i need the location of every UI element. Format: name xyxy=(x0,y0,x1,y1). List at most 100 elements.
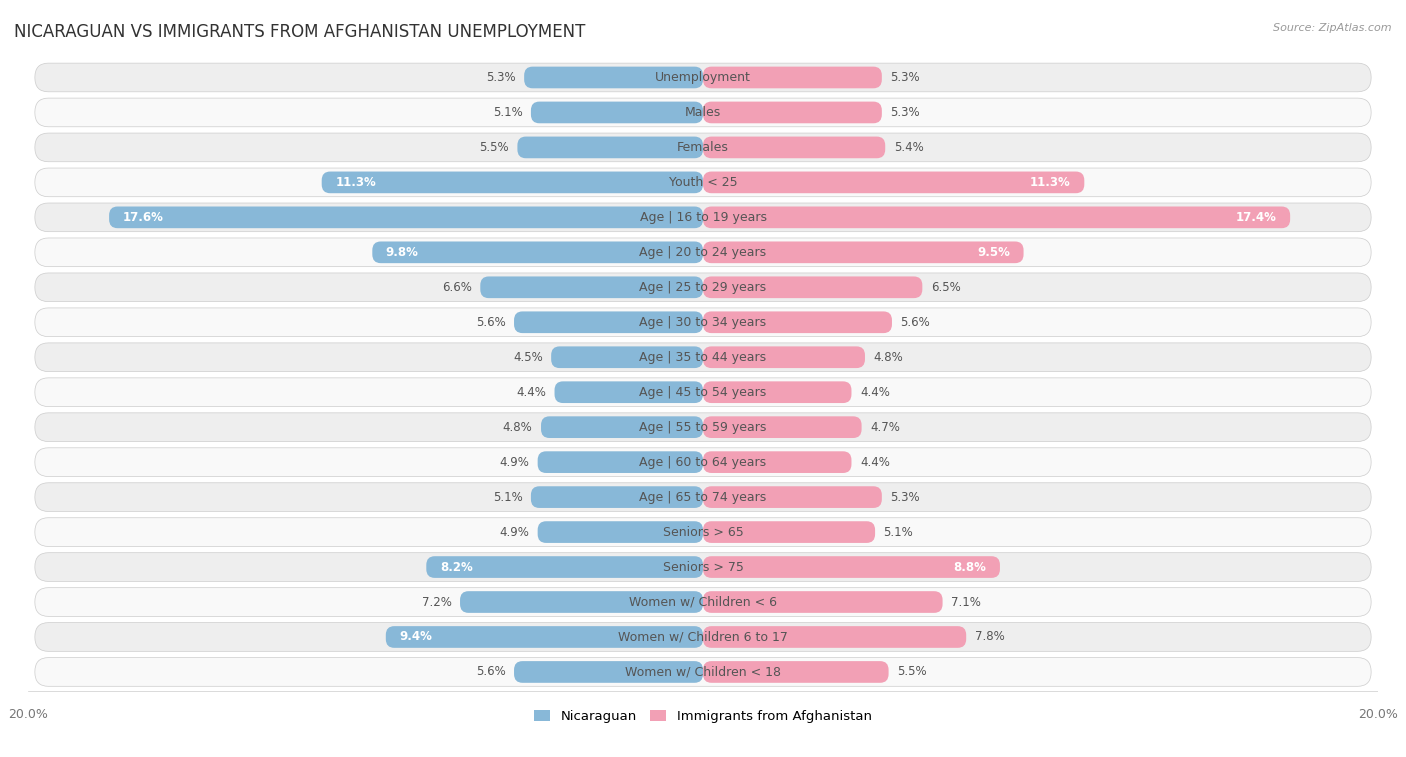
FancyBboxPatch shape xyxy=(703,661,889,683)
Text: 5.6%: 5.6% xyxy=(475,665,506,678)
Text: 4.4%: 4.4% xyxy=(860,456,890,469)
Text: 4.4%: 4.4% xyxy=(516,386,546,399)
FancyBboxPatch shape xyxy=(35,623,1371,651)
FancyBboxPatch shape xyxy=(703,101,882,123)
Text: 4.9%: 4.9% xyxy=(499,525,529,538)
FancyBboxPatch shape xyxy=(703,172,1084,193)
FancyBboxPatch shape xyxy=(373,241,703,263)
Text: 5.3%: 5.3% xyxy=(486,71,516,84)
FancyBboxPatch shape xyxy=(35,168,1371,197)
Text: Women w/ Children 6 to 17: Women w/ Children 6 to 17 xyxy=(619,631,787,643)
Text: 4.5%: 4.5% xyxy=(513,350,543,363)
FancyBboxPatch shape xyxy=(426,556,703,578)
FancyBboxPatch shape xyxy=(703,591,942,613)
Text: 5.1%: 5.1% xyxy=(492,106,523,119)
FancyBboxPatch shape xyxy=(35,448,1371,476)
FancyBboxPatch shape xyxy=(541,416,703,438)
Text: 5.3%: 5.3% xyxy=(890,491,920,503)
FancyBboxPatch shape xyxy=(703,556,1000,578)
FancyBboxPatch shape xyxy=(703,522,875,543)
Text: 5.5%: 5.5% xyxy=(897,665,927,678)
Text: 6.5%: 6.5% xyxy=(931,281,960,294)
Text: Seniors > 65: Seniors > 65 xyxy=(662,525,744,538)
FancyBboxPatch shape xyxy=(35,203,1371,232)
FancyBboxPatch shape xyxy=(35,378,1371,407)
Text: Age | 16 to 19 years: Age | 16 to 19 years xyxy=(640,211,766,224)
FancyBboxPatch shape xyxy=(537,451,703,473)
FancyBboxPatch shape xyxy=(322,172,703,193)
FancyBboxPatch shape xyxy=(35,133,1371,162)
Text: 7.2%: 7.2% xyxy=(422,596,451,609)
FancyBboxPatch shape xyxy=(35,238,1371,266)
FancyBboxPatch shape xyxy=(554,382,703,403)
FancyBboxPatch shape xyxy=(517,136,703,158)
Text: 8.2%: 8.2% xyxy=(440,560,472,574)
FancyBboxPatch shape xyxy=(35,483,1371,512)
FancyBboxPatch shape xyxy=(703,486,882,508)
FancyBboxPatch shape xyxy=(35,308,1371,337)
FancyBboxPatch shape xyxy=(35,98,1371,126)
FancyBboxPatch shape xyxy=(703,136,886,158)
FancyBboxPatch shape xyxy=(703,416,862,438)
Text: 4.8%: 4.8% xyxy=(503,421,533,434)
Text: 17.4%: 17.4% xyxy=(1236,211,1277,224)
FancyBboxPatch shape xyxy=(35,553,1371,581)
FancyBboxPatch shape xyxy=(537,522,703,543)
FancyBboxPatch shape xyxy=(524,67,703,89)
Text: Age | 60 to 64 years: Age | 60 to 64 years xyxy=(640,456,766,469)
FancyBboxPatch shape xyxy=(703,241,1024,263)
Text: 5.1%: 5.1% xyxy=(492,491,523,503)
Text: 7.8%: 7.8% xyxy=(974,631,1004,643)
Text: Seniors > 75: Seniors > 75 xyxy=(662,560,744,574)
FancyBboxPatch shape xyxy=(35,413,1371,441)
FancyBboxPatch shape xyxy=(515,311,703,333)
Text: Females: Females xyxy=(678,141,728,154)
FancyBboxPatch shape xyxy=(703,311,891,333)
FancyBboxPatch shape xyxy=(385,626,703,648)
Text: 5.5%: 5.5% xyxy=(479,141,509,154)
Text: 7.1%: 7.1% xyxy=(950,596,981,609)
Text: Women w/ Children < 6: Women w/ Children < 6 xyxy=(628,596,778,609)
Text: 5.3%: 5.3% xyxy=(890,71,920,84)
FancyBboxPatch shape xyxy=(460,591,703,613)
Text: 5.1%: 5.1% xyxy=(883,525,914,538)
Text: 5.6%: 5.6% xyxy=(475,316,506,329)
FancyBboxPatch shape xyxy=(35,658,1371,687)
Text: 17.6%: 17.6% xyxy=(122,211,163,224)
FancyBboxPatch shape xyxy=(35,63,1371,92)
Text: Age | 35 to 44 years: Age | 35 to 44 years xyxy=(640,350,766,363)
FancyBboxPatch shape xyxy=(703,626,966,648)
FancyBboxPatch shape xyxy=(703,207,1291,228)
Text: Males: Males xyxy=(685,106,721,119)
Text: Women w/ Children < 18: Women w/ Children < 18 xyxy=(626,665,780,678)
FancyBboxPatch shape xyxy=(703,276,922,298)
Text: 8.8%: 8.8% xyxy=(953,560,987,574)
FancyBboxPatch shape xyxy=(703,67,882,89)
Text: Unemployment: Unemployment xyxy=(655,71,751,84)
Text: Age | 30 to 34 years: Age | 30 to 34 years xyxy=(640,316,766,329)
FancyBboxPatch shape xyxy=(35,518,1371,547)
Text: Age | 25 to 29 years: Age | 25 to 29 years xyxy=(640,281,766,294)
Text: 4.7%: 4.7% xyxy=(870,421,900,434)
FancyBboxPatch shape xyxy=(481,276,703,298)
Text: 5.6%: 5.6% xyxy=(900,316,931,329)
FancyBboxPatch shape xyxy=(703,451,852,473)
FancyBboxPatch shape xyxy=(35,273,1371,301)
Text: 6.6%: 6.6% xyxy=(441,281,472,294)
Text: 9.5%: 9.5% xyxy=(977,246,1010,259)
FancyBboxPatch shape xyxy=(551,347,703,368)
Text: 9.8%: 9.8% xyxy=(385,246,419,259)
FancyBboxPatch shape xyxy=(35,343,1371,372)
Text: 11.3%: 11.3% xyxy=(1031,176,1071,189)
Text: 4.8%: 4.8% xyxy=(873,350,903,363)
Legend: Nicaraguan, Immigrants from Afghanistan: Nicaraguan, Immigrants from Afghanistan xyxy=(529,705,877,728)
Text: Age | 65 to 74 years: Age | 65 to 74 years xyxy=(640,491,766,503)
FancyBboxPatch shape xyxy=(703,347,865,368)
FancyBboxPatch shape xyxy=(531,486,703,508)
FancyBboxPatch shape xyxy=(703,382,852,403)
FancyBboxPatch shape xyxy=(35,587,1371,616)
Text: 5.4%: 5.4% xyxy=(894,141,924,154)
Text: 11.3%: 11.3% xyxy=(335,176,375,189)
Text: 4.9%: 4.9% xyxy=(499,456,529,469)
Text: Age | 45 to 54 years: Age | 45 to 54 years xyxy=(640,386,766,399)
